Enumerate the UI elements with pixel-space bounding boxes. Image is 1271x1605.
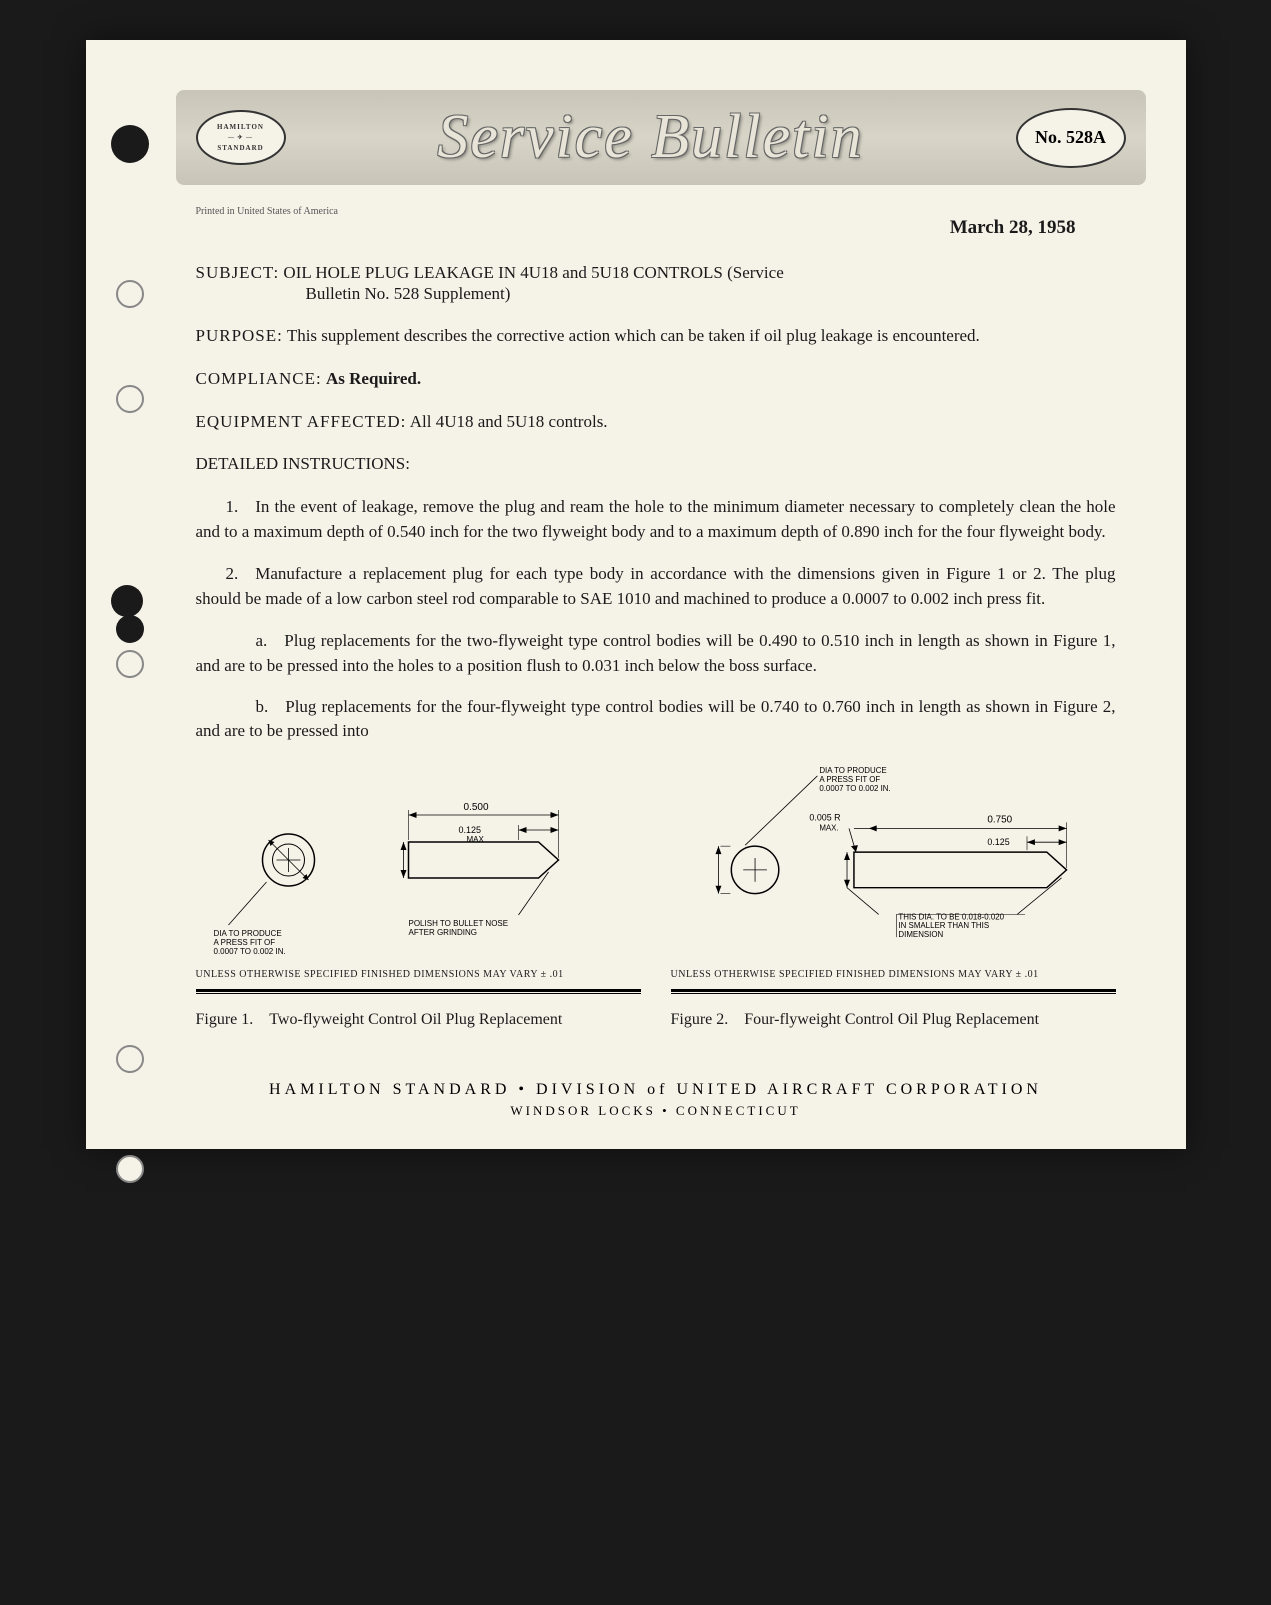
- subject-field: SUBJECT: OIL HOLE PLUG LEAKAGE IN 4U18 a…: [196, 261, 1116, 306]
- figure-2-diagram: DIA TO PRODUCE A PRESS FIT OF 0.0007 TO …: [671, 760, 1116, 960]
- subject-continuation: Bulletin No. 528 Supplement): [306, 282, 1116, 307]
- figure-1: DIA TO PRODUCE A PRESS FIT OF 0.0007 TO …: [196, 760, 641, 1031]
- compliance-label: COMPLIANCE:: [196, 369, 322, 388]
- equipment-field: EQUIPMENT AFFECTED: All 4U18 and 5U18 co…: [196, 410, 1116, 435]
- header-band: HAMILTON — ✈ — STANDARD Service Bulletin…: [176, 90, 1146, 185]
- subject-label: SUBJECT:: [196, 263, 280, 282]
- svg-text:DIMENSION: DIMENSION: [898, 930, 943, 939]
- equipment-label: EQUIPMENT AFFECTED:: [196, 412, 407, 431]
- document-title: Service Bulletin: [286, 102, 1016, 173]
- svg-text:A PRESS FIT OF: A PRESS FIT OF: [819, 775, 880, 784]
- instruction-para-1: 1. In the event of leakage, remove the p…: [196, 495, 1116, 544]
- fig1-polish-callout: POLISH TO BULLET NOSE: [408, 919, 508, 928]
- footer-company-line: HAMILTON STANDARD • DIVISION of UNITED A…: [186, 1081, 1126, 1099]
- punch-holes: [116, 40, 156, 1149]
- fig2-divider: [671, 989, 1116, 994]
- svg-text:MAX.: MAX.: [819, 823, 838, 832]
- fig2-spec-note: UNLESS OTHERWISE SPECIFIED FINISHED DIME…: [671, 968, 1116, 983]
- company-logo: HAMILTON — ✈ — STANDARD: [196, 110, 286, 165]
- fig2-radius-callout: 0.005 R: [809, 812, 840, 822]
- instruction-para-2b: b. Plug replacements for the four-flywei…: [196, 695, 1116, 744]
- punch-hole: [116, 650, 144, 678]
- punch-hole: [116, 1155, 144, 1183]
- compliance-text: As Required.: [326, 369, 421, 388]
- svg-text:0.0007 TO 0.002 IN.: 0.0007 TO 0.002 IN.: [213, 947, 285, 956]
- punch-hole: [116, 280, 144, 308]
- figures-container: DIA TO PRODUCE A PRESS FIT OF 0.0007 TO …: [196, 760, 1116, 1031]
- figure-2: DIA TO PRODUCE A PRESS FIT OF 0.0007 TO …: [671, 760, 1116, 1031]
- fig2-small-dia-callout: THIS DIA. TO BE 0.018-0.020: [898, 912, 1004, 921]
- logo-text-top: HAMILTON: [217, 123, 264, 131]
- fig1-length-dim: 0.500: [463, 802, 488, 813]
- svg-text:A PRESS FIT OF: A PRESS FIT OF: [213, 938, 275, 947]
- fig1-spec-note: UNLESS OTHERWISE SPECIFIED FINISHED DIME…: [196, 968, 641, 983]
- fig2-dia-callout: DIA TO PRODUCE: [819, 766, 886, 775]
- svg-text:MAX: MAX: [466, 835, 484, 844]
- logo-text-bottom: STANDARD: [217, 144, 263, 152]
- instruction-para-2a: a. Plug replacements for the two-flyweig…: [196, 629, 1116, 678]
- fig2-caption: Figure 2. Four-flyweight Control Oil Plu…: [671, 1008, 1116, 1031]
- punch-hole: [116, 1045, 144, 1073]
- svg-text:IN SMALLER THAN THIS: IN SMALLER THAN THIS: [898, 921, 989, 930]
- purpose-label: PURPOSE:: [196, 326, 283, 345]
- punch-hole: [111, 125, 149, 163]
- purpose-field: PURPOSE: This supplement describes the c…: [196, 324, 1116, 349]
- equipment-text: All 4U18 and 5U18 controls.: [410, 412, 608, 431]
- svg-text:0.0007 TO 0.002 IN.: 0.0007 TO 0.002 IN.: [819, 784, 890, 793]
- document-body: Printed in United States of America Marc…: [86, 195, 1186, 1061]
- instruction-para-2: 2. Manufacture a replacement plug for ea…: [196, 562, 1116, 611]
- fig1-dia-callout: DIA TO PRODUCE: [213, 929, 281, 938]
- fig2-length-dim: 0.750: [987, 814, 1012, 825]
- punch-hole: [134, 1300, 158, 1324]
- instructions-heading: DETAILED INSTRUCTIONS:: [196, 452, 1116, 477]
- fig2-chamfer-dim: 0.125: [987, 837, 1009, 847]
- fig1-caption: Figure 1. Two-flyweight Control Oil Plug…: [196, 1008, 641, 1031]
- punch-hole: [111, 585, 143, 617]
- compliance-field: COMPLIANCE: As Required.: [196, 367, 1116, 392]
- figure-1-diagram: DIA TO PRODUCE A PRESS FIT OF 0.0007 TO …: [196, 760, 641, 960]
- punch-hole: [116, 615, 144, 643]
- subject-text: OIL HOLE PLUG LEAKAGE IN 4U18 and 5U18 C…: [283, 263, 783, 282]
- fig1-divider: [196, 989, 641, 994]
- bulletin-number-badge: No. 528A: [1016, 108, 1126, 168]
- fig1-chamfer-dim: 0.125: [458, 825, 481, 835]
- punch-hole: [116, 385, 144, 413]
- document-page: HAMILTON — ✈ — STANDARD Service Bulletin…: [86, 40, 1186, 1149]
- purpose-text: This supplement describes the corrective…: [287, 326, 980, 345]
- footer-location-line: WINDSOR LOCKS • CONNECTICUT: [186, 1103, 1126, 1119]
- svg-text:AFTER GRINDING: AFTER GRINDING: [408, 928, 476, 937]
- document-footer: HAMILTON STANDARD • DIVISION of UNITED A…: [186, 1081, 1126, 1119]
